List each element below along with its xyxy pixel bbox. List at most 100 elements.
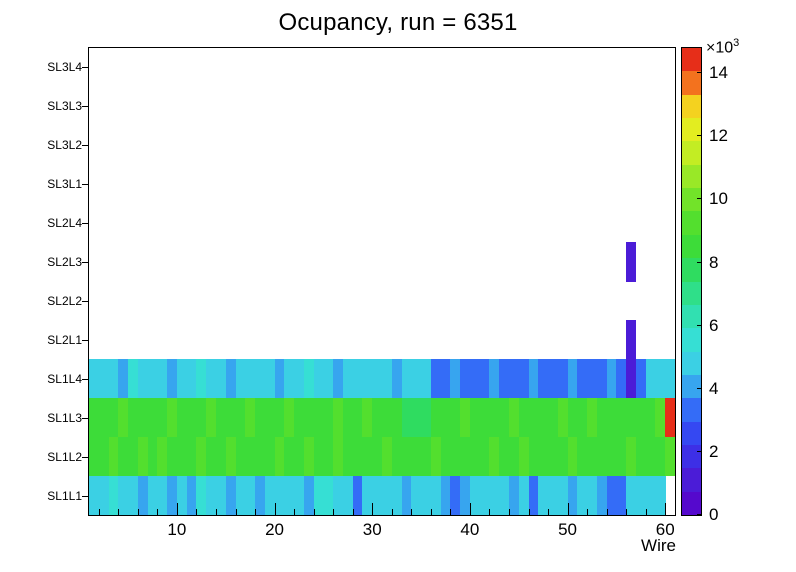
x-axis-minor-tick: [489, 509, 491, 515]
heatmap-cell: [440, 359, 451, 399]
heatmap-cell: [157, 397, 168, 438]
heatmap-cell: [616, 436, 627, 477]
heatmap-cell: [225, 359, 236, 399]
heatmap-cell: [655, 436, 666, 477]
heatmap-cell: [323, 475, 334, 515]
heatmap-cell: [342, 359, 354, 399]
heatmap-cell: [391, 475, 402, 515]
heatmap-cell: [186, 475, 197, 515]
y-axis-label: SL1L3: [47, 410, 82, 425]
heatmap-cell: [264, 359, 275, 399]
heatmap-cell: [215, 436, 227, 477]
y-axis-label: SL3L2: [47, 138, 82, 153]
colorbar-tick: [697, 514, 702, 515]
heatmap-cell: [118, 397, 129, 438]
heatmap-cell: [362, 397, 373, 438]
heatmap-cell: [489, 359, 500, 399]
heatmap-cell: [382, 397, 393, 438]
heatmap-cell: [274, 436, 285, 477]
heatmap-cell: [186, 397, 197, 438]
heatmap-cell: [98, 397, 109, 438]
heatmap-cell: [147, 359, 158, 399]
heatmap-cell: [421, 436, 432, 477]
colorbar-tick-label: 12: [709, 126, 728, 146]
heatmap-cell: [450, 397, 461, 438]
heatmap-cell: [430, 436, 441, 477]
y-axis-label: SL2L4: [47, 216, 82, 231]
heatmap-cell: [137, 475, 148, 515]
colorbar-band: [682, 374, 701, 399]
heatmap-cell: [440, 397, 451, 438]
heatmap-cell: [342, 475, 354, 515]
x-axis-minor-tick: [450, 509, 452, 515]
heatmap-cell: [411, 475, 422, 515]
heatmap-cell: [372, 359, 383, 399]
colorbar-band: [682, 491, 701, 515]
colorbar-band: [682, 70, 701, 95]
heatmap-cell: [206, 475, 217, 515]
heatmap-cell: [264, 475, 275, 515]
heatmap-cell: [245, 475, 256, 515]
heatmap-cell: [215, 397, 227, 438]
colorbar-band: [682, 164, 701, 189]
heatmap-cell: [606, 359, 617, 399]
heatmap-cell: [391, 397, 402, 438]
y-axis-label: SL1L4: [47, 371, 82, 386]
heatmap-cell: [645, 436, 656, 477]
heatmap-cell: [176, 359, 187, 399]
heatmap-cell: [518, 359, 529, 399]
heatmap-cell: [587, 436, 598, 477]
x-axis-minor-tick: [333, 509, 335, 515]
heatmap-cell: [235, 359, 246, 399]
heatmap-cell: [294, 397, 305, 438]
heatmap-cell: [596, 397, 607, 438]
heatmap-cell: [147, 475, 158, 515]
heatmap-cell: [167, 436, 178, 477]
heatmap-cell: [469, 359, 480, 399]
colorbar-band: [682, 351, 701, 375]
colorbar-band: [682, 94, 701, 119]
heatmap-cell: [411, 359, 422, 399]
heatmap-cell: [528, 397, 539, 438]
heatmap-cell: [538, 397, 549, 438]
y-axis-tick: [82, 378, 89, 380]
x-axis-minor-tick: [352, 509, 354, 515]
heatmap-cell: [626, 475, 637, 515]
heatmap-cell: [665, 397, 676, 438]
heatmap-cell: [89, 359, 100, 399]
heatmap-cell: [567, 359, 578, 399]
heatmap-cell: [342, 436, 354, 477]
y-axis-label: SL3L4: [47, 60, 82, 75]
heatmap-cell: [108, 475, 119, 515]
heatmap-cell: [98, 436, 109, 477]
colorbar-tick: [697, 198, 702, 200]
heatmap-cell: [577, 436, 588, 477]
colorbar-tick-label: 0: [709, 505, 719, 524]
colorbar-band: [682, 117, 701, 142]
heatmap-cell: [606, 475, 617, 515]
heatmap-cell: [196, 436, 207, 477]
heatmap-cell: [635, 397, 647, 438]
x-axis-minor-tick: [626, 509, 628, 515]
heatmap-cell: [645, 475, 656, 515]
x-axis-minor-tick: [98, 509, 100, 515]
x-axis-tick-label: 30: [362, 520, 382, 539]
heatmap-cell: [665, 359, 676, 399]
heatmap-cell: [284, 397, 295, 438]
colorbar-band: [682, 281, 701, 305]
heatmap-cell: [538, 436, 549, 477]
heatmap-cell: [577, 397, 588, 438]
y-axis-label: SL2L2: [47, 293, 82, 308]
heatmap-cell: [499, 397, 510, 438]
y-axis-label: SL2L3: [47, 255, 82, 270]
heatmap-cell: [557, 359, 568, 399]
heatmap-cell: [274, 475, 285, 515]
heatmap-cell: [587, 359, 598, 399]
heatmap-cell: [372, 475, 383, 515]
heatmap-cell: [577, 475, 588, 515]
heatmap-cell: [460, 359, 471, 399]
heatmap-cell: [391, 436, 402, 477]
heatmap-cell: [469, 475, 480, 515]
heatmap-cell: [303, 397, 314, 438]
heatmap-cell: [665, 436, 676, 477]
